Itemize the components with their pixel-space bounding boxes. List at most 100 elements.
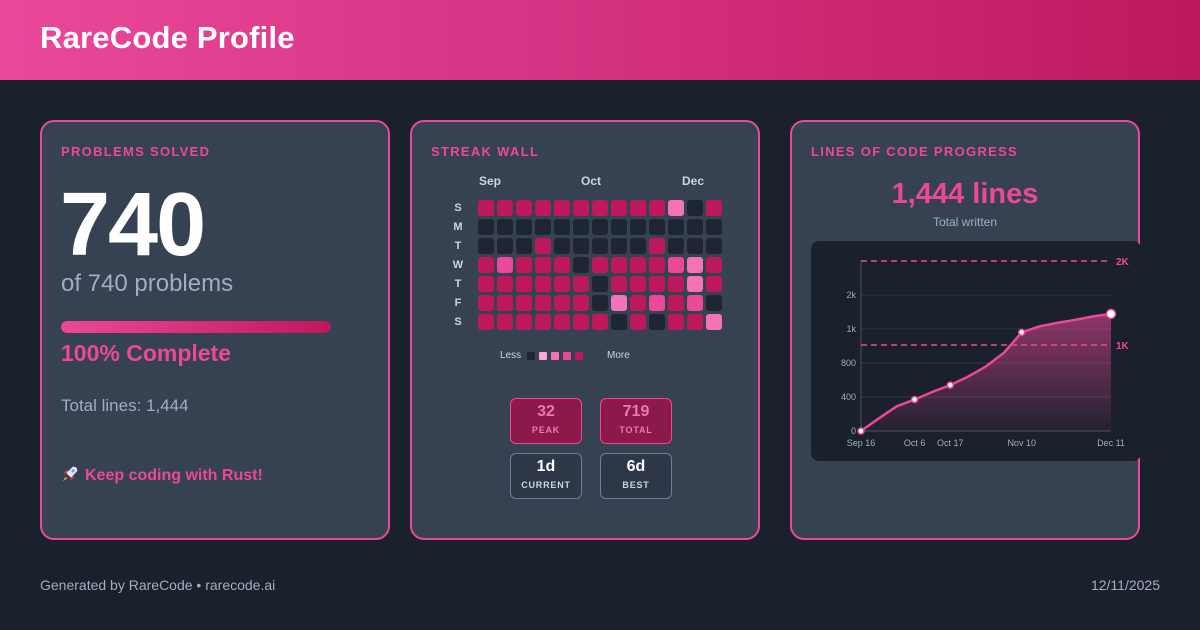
complete-percent: 100% Complete (61, 340, 232, 366)
heatmap-cell (535, 276, 551, 292)
heatmap-cell (497, 314, 513, 330)
peak-value: 32 (537, 403, 555, 420)
heatmap-cell (630, 238, 646, 254)
heatmap-cell (535, 219, 551, 235)
heatmap-cell (649, 238, 665, 254)
heatmap-cell (554, 295, 570, 311)
day-label: S (454, 316, 462, 328)
problems-solved-card: PROBLEMS SOLVED 740 of 740 problems 100%… (40, 120, 390, 540)
data-point (910, 395, 919, 404)
heatmap-cell (687, 200, 703, 216)
heatmap-cell (630, 314, 646, 330)
heatmap-cell (668, 238, 684, 254)
heatmap-cell (592, 238, 608, 254)
day-label: W (452, 259, 464, 271)
heatmap-cell (611, 238, 627, 254)
legend-more: More (607, 350, 630, 361)
x-tick-label: Nov 10 (1007, 438, 1036, 448)
x-tick-label: Oct 6 (904, 438, 926, 448)
heatmap-cell (706, 276, 722, 292)
streak-card-title: STREAK WALL (431, 144, 540, 159)
x-tick-label: Oct 17 (937, 438, 964, 448)
heatmap-cell (516, 314, 532, 330)
current-value: 1d (536, 458, 556, 475)
reference-line-label: 2K (1116, 257, 1130, 268)
page-title: RareCode Profile (40, 20, 295, 55)
total-label: TOTAL (619, 425, 653, 435)
heatmap-cell (554, 314, 570, 330)
heatmap-cell (478, 295, 494, 311)
heatmap-cell (478, 257, 494, 273)
y-tick-label: 800 (841, 358, 856, 368)
keep-coding-label: Keep coding with Rust! (85, 467, 263, 484)
heatmap-cell (630, 295, 646, 311)
heatmap-cell (649, 257, 665, 273)
month-label-oct: Oct (581, 174, 602, 188)
heatmap-cell (516, 219, 532, 235)
heatmap-cell (497, 295, 513, 311)
heatmap-cell (687, 276, 703, 292)
total-value: 719 (622, 403, 650, 420)
heatmap-cell (611, 276, 627, 292)
loc-line (860, 312, 1112, 433)
loc-chart-svg: 2K 1K 0 400 800 1k 2k Sep 16 Oct 6 Oct 17 Nov 10 De… (841, 257, 1130, 448)
heatmap-cell (478, 200, 494, 216)
day-label: F (454, 297, 462, 309)
heatmap-cell (592, 257, 608, 273)
heatmap-cell (497, 219, 513, 235)
footer-date: 12/11/2025 (1090, 577, 1160, 593)
heatmap-cell (554, 276, 570, 292)
heatmap-cell (573, 219, 589, 235)
heatmap-cell (706, 295, 722, 311)
heatmap-cell (573, 276, 589, 292)
data-point (857, 427, 865, 435)
heatmap-cell (611, 219, 627, 235)
best-streak-stat: 6d BEST (600, 453, 672, 499)
lines-of-code-card: LINES OF CODE PROGRESS 1,444 lines Total… (790, 120, 1141, 540)
heatmap-cell (630, 276, 646, 292)
heatmap-cell (668, 257, 684, 273)
legend-swatch (551, 352, 559, 360)
heatmap-cell (706, 238, 722, 254)
heatmap-cell (706, 200, 722, 216)
heatmap-cell (630, 200, 646, 216)
heatmap-cell (497, 276, 513, 292)
heatmap-cell (535, 257, 551, 273)
heatmap-cell (554, 219, 570, 235)
legend-less: Less (500, 350, 522, 361)
heatmap-cell (554, 200, 570, 216)
month-label-sep: Sep (479, 174, 502, 188)
heatmap-cell (687, 257, 703, 273)
header-banner: RareCode Profile (0, 0, 1200, 80)
heatmap-cell (573, 314, 589, 330)
day-label: S (454, 202, 462, 214)
y-tick-label: 0 (851, 426, 856, 436)
heatmap-cell (649, 314, 665, 330)
heatmap-cell (535, 295, 551, 311)
heatmap-cell (649, 200, 665, 216)
heatmap-cell (535, 314, 551, 330)
heatmap-cell (687, 295, 703, 311)
heatmap-cell (611, 295, 627, 311)
legend-swatch (527, 352, 535, 360)
heatmap-cell (630, 219, 646, 235)
heatmap-cell (573, 200, 589, 216)
current-label: CURRENT (521, 480, 571, 490)
heatmap-cell (649, 276, 665, 292)
heatmap-cell (706, 219, 722, 235)
streak-wall-card: STREAK WALL Sep Oct Dec S M T W T F S Le… (410, 120, 760, 540)
heatmap-cell (668, 314, 684, 330)
heatmap-cell (554, 257, 570, 273)
heatmap-cell (649, 295, 665, 311)
heatmap-cell (535, 238, 551, 254)
day-label: M (453, 221, 463, 233)
loc-subtitle: Total written (932, 215, 998, 229)
heatmap-cell (706, 257, 722, 273)
rocket-icon (62, 466, 78, 482)
heatmap-cell (535, 200, 551, 216)
heatmap-cell (592, 314, 608, 330)
heatmap-cell (687, 219, 703, 235)
heatmap-cell (516, 257, 532, 273)
y-tick-label: 1k (846, 324, 856, 334)
day-label: T (454, 278, 462, 290)
